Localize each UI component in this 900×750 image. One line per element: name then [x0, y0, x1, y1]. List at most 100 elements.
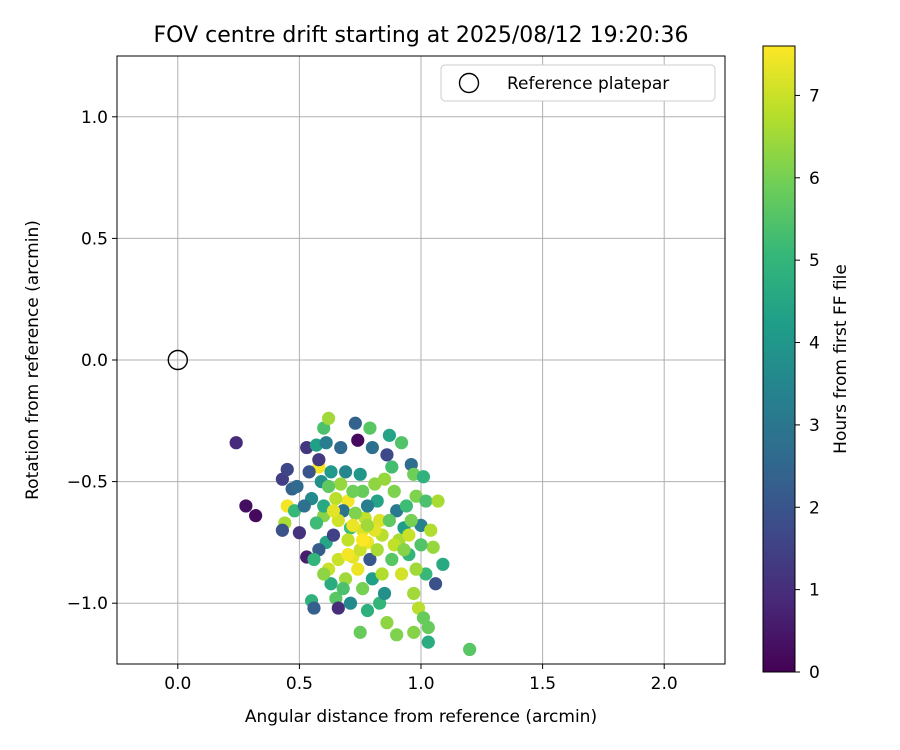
- scatter-point: [421, 620, 435, 635]
- scatter-point: [411, 601, 426, 615]
- scatter-point: [290, 479, 304, 494]
- colorbar-ticks: 0 1 2 3 4 5 6 7: [795, 86, 820, 683]
- colorbar-tick-label: 7: [809, 86, 820, 106]
- scatter-point: [312, 453, 326, 467]
- x-tick-label: 0.5: [286, 674, 313, 694]
- x-axis-label: Angular distance from reference (arcmin): [245, 707, 597, 727]
- scatter-point: [280, 462, 294, 477]
- scatter-point: [419, 567, 433, 581]
- scatter-point: [287, 504, 302, 518]
- y-tick-label: 1.0: [81, 108, 108, 128]
- scatter-point: [407, 586, 421, 601]
- colorbar-label: Hours from first FF file: [831, 264, 851, 454]
- scatter-point: [356, 582, 370, 596]
- scatter-point: [297, 499, 311, 513]
- scatter-point: [463, 642, 477, 657]
- scatter-point: [348, 416, 362, 430]
- scatter-point: [373, 513, 387, 528]
- scatter-point: [275, 523, 289, 537]
- scatter-point: [380, 448, 394, 462]
- scatter-point: [360, 518, 375, 532]
- scatter-point: [436, 557, 450, 571]
- scatter-point: [341, 494, 355, 508]
- colorbar-tick-label: 1: [809, 581, 820, 601]
- x-tick-label: 1.5: [529, 674, 556, 694]
- colorbar-tick-label: 5: [809, 251, 820, 271]
- y-tick-label: 0.5: [81, 229, 108, 249]
- colorbar: [762, 45, 796, 673]
- scatter-point: [351, 433, 365, 447]
- scatter-point: [331, 601, 345, 615]
- scatter-point: [307, 552, 321, 567]
- scatter-point: [416, 470, 431, 484]
- colorbar-tick-label: 4: [809, 334, 820, 354]
- scatter-points: [167, 349, 477, 657]
- scatter-point: [382, 428, 396, 442]
- legend-box: [440, 64, 716, 102]
- legend: Reference platepar: [440, 64, 716, 102]
- colorbar-tick-label: 0: [809, 663, 820, 683]
- legend-marker-reference: [458, 72, 480, 94]
- scatter-point: [385, 552, 399, 567]
- scatter-point: [390, 504, 404, 518]
- scatter-point: [302, 465, 316, 479]
- colorbar-tick-label: 2: [809, 498, 820, 518]
- scatter-point: [317, 421, 331, 435]
- scatter-point: [414, 538, 428, 552]
- scatter-point: [348, 506, 362, 520]
- scatter-point: [428, 577, 443, 591]
- scatter-point: [329, 492, 343, 506]
- y-axis-label: Rotation from reference (arcmin): [23, 220, 43, 500]
- scatter-point: [321, 479, 336, 494]
- scatter-point: [407, 625, 421, 639]
- scatter-point: [324, 577, 338, 591]
- scatter-point: [275, 472, 289, 486]
- scatter-point: [309, 516, 324, 530]
- chart-title: FOV centre drift starting at 2025/08/12 …: [154, 23, 689, 48]
- scatter-point: [409, 489, 423, 503]
- scatter-point: [390, 628, 404, 642]
- scatter-point: [419, 494, 433, 508]
- scatter-point: [397, 543, 411, 557]
- scatter-point: [377, 472, 392, 486]
- scatter-point: [416, 611, 431, 625]
- scatter-point: [370, 494, 384, 508]
- scatter-point: [385, 460, 399, 474]
- scatter-point: [326, 528, 341, 542]
- colorbar-tick-label: 6: [809, 169, 820, 189]
- scatter-point: [370, 543, 384, 557]
- scatter-point: [353, 625, 367, 639]
- legend-label-reference: Reference platepar: [507, 74, 669, 94]
- scatter-point: [356, 533, 370, 547]
- scatter-point: [409, 562, 423, 576]
- axis-ticks: 0.0 0.5 1.0 1.5 2.0 −1.0 −0.5 0.0 0.5 1.0: [67, 108, 678, 694]
- scatter-point: [365, 572, 379, 586]
- scatter-point: [377, 586, 392, 601]
- colorbar-tick-label: 3: [809, 416, 820, 436]
- scatter-point: [380, 616, 394, 630]
- scatter-point: [382, 513, 396, 528]
- scatter-point: [360, 499, 375, 513]
- x-tick-label: 2.0: [651, 674, 678, 694]
- y-tick-label: 0.0: [81, 351, 108, 371]
- scatter-point: [249, 509, 263, 523]
- scatter-point: [399, 499, 414, 513]
- scatter-point: [336, 582, 350, 596]
- scatter-point: [353, 467, 367, 481]
- scatter-point: [319, 436, 333, 450]
- scatter-point: [346, 518, 360, 532]
- scatter-point: [414, 518, 428, 532]
- scatter-point: [394, 436, 409, 450]
- x-tick-label: 1.0: [407, 674, 434, 694]
- scatter-point: [307, 601, 321, 615]
- scatter-point: [365, 440, 379, 455]
- scatter-point: [363, 552, 377, 567]
- scatter-point: [356, 484, 370, 498]
- scatter-point: [363, 421, 377, 435]
- scatter-point: [351, 562, 365, 576]
- scatter-point: [375, 567, 389, 581]
- x-tick-label: 0.0: [164, 674, 191, 694]
- scatter-point: [317, 567, 331, 581]
- scatter-point: [424, 523, 438, 537]
